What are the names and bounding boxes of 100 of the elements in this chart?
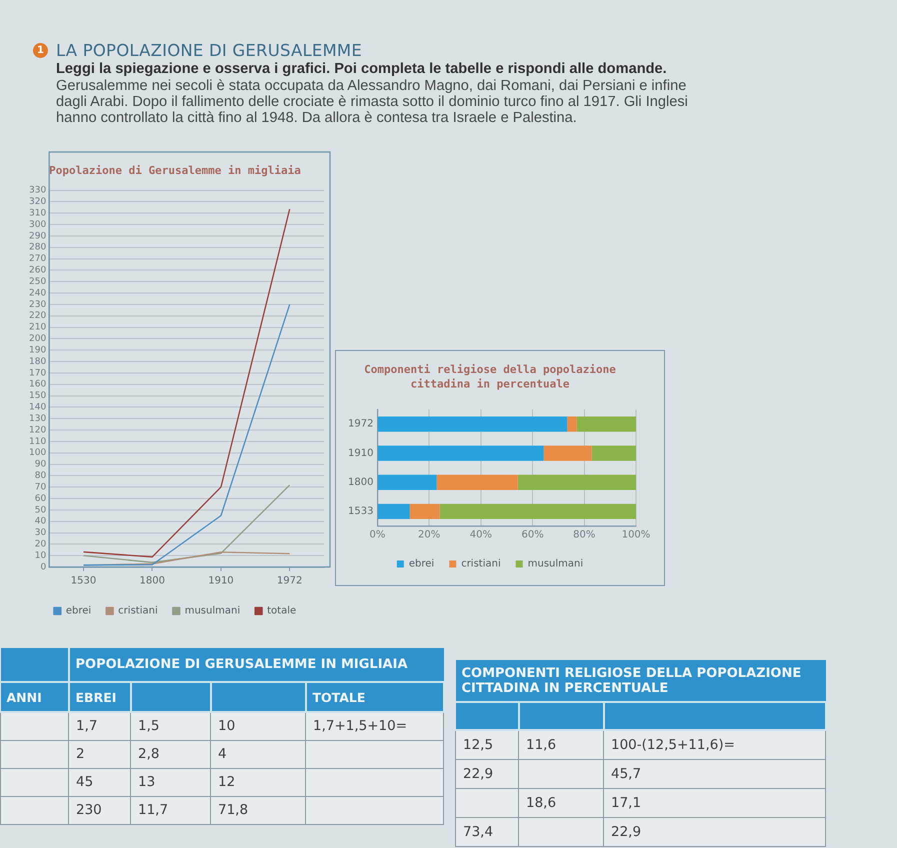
y-tick-label: 1800	[348, 476, 374, 488]
y-tick-label: 70	[34, 482, 46, 492]
text: LA POPOLAZIONE DI GERUSALEMME	[56, 41, 362, 60]
y-tick-label: 1972	[348, 418, 374, 430]
x-tick-label: 0%	[370, 530, 386, 541]
bar	[378, 416, 568, 432]
text: 1,5	[138, 718, 160, 734]
bar	[378, 446, 544, 461]
text: 13	[138, 774, 156, 790]
bar	[440, 504, 636, 520]
y-tick-label: 1533	[348, 506, 374, 518]
y-tick-label: 170	[28, 368, 46, 378]
text: 100-(12,5+11,6)=	[611, 736, 735, 753]
x-tick-label: 1530	[70, 576, 96, 587]
y-tick-label: 120	[28, 425, 46, 436]
x-tick-label: 1910	[208, 576, 234, 587]
text: Leggi la spiegazione e osserva i grafici. Poi completa le tabelle e rispondi alle domande.	[56, 61, 668, 78]
y-tick-label: 320	[28, 197, 46, 208]
y-tick-label: 220	[28, 311, 46, 322]
text: 1,7	[76, 718, 98, 734]
legend-label: ebrei	[408, 558, 434, 570]
bar	[518, 474, 636, 490]
bar	[436, 474, 518, 490]
bar	[567, 416, 577, 432]
x-tick-label: 1972	[276, 576, 302, 587]
bar	[378, 504, 410, 520]
bar	[544, 446, 592, 461]
text: 45,7	[611, 766, 642, 782]
text: 45	[76, 774, 94, 790]
y-tick-label: 190	[28, 345, 46, 356]
y-tick-label: 290	[28, 231, 46, 242]
x-tick-label: 100%	[622, 530, 650, 541]
legend-label: totale	[267, 606, 296, 617]
y-tick-label: 310	[28, 208, 46, 218]
y-tick-label: 230	[28, 300, 46, 310]
text: 22,9	[611, 824, 642, 840]
x-tick-label: 20%	[418, 530, 440, 541]
y-tick-label: 250	[28, 276, 46, 287]
text: 1	[33, 43, 48, 58]
x-tick-label: 60%	[521, 530, 544, 541]
text: 12,5	[463, 736, 494, 753]
text: 11,7	[138, 802, 168, 818]
y-tick-label: 20	[34, 540, 46, 550]
y-tick-label: 140	[28, 402, 46, 413]
y-tick-label: 280	[28, 242, 46, 253]
y-tick-label: 260	[28, 266, 46, 276]
chart-title: Componenti religiose della popolazione cittadina in percentuale	[364, 363, 616, 390]
text: 1,7+1,5+10=	[313, 718, 408, 734]
y-tick-label: 200	[28, 334, 46, 344]
y-tick-label: 90	[34, 460, 46, 470]
y-tick-label: 60	[34, 494, 46, 504]
y-tick-label: 50	[34, 505, 46, 516]
category-label: TOTALE	[306, 682, 444, 712]
text: 12	[218, 774, 236, 790]
y-tick-label: 270	[28, 254, 46, 264]
x-tick-label: 80%	[573, 530, 596, 541]
text: 22,9	[463, 766, 494, 782]
y-tick-label: 40	[34, 516, 46, 527]
text: 10	[218, 718, 236, 734]
text: 17,1	[611, 794, 642, 810]
x-tick-label: 1800	[140, 576, 165, 587]
bar	[410, 504, 440, 520]
category-label: EBREI	[68, 682, 130, 712]
text: 73,4	[463, 824, 494, 840]
y-tick-label: 30	[34, 528, 46, 538]
y-tick-label: 10	[34, 550, 46, 561]
x-tick-label: 40%	[470, 530, 492, 541]
text: 4	[218, 746, 227, 762]
y-tick-label: 150	[28, 391, 46, 402]
text: 2,8	[138, 746, 160, 762]
y-tick-label: 80	[34, 471, 46, 482]
text: COMPONENTI RELIGIOSE DELLA POPOLAZIONE CITTADINA IN PERCENTUALE	[456, 660, 826, 702]
text: 11,6	[526, 736, 556, 753]
text: 18,6	[526, 794, 556, 810]
text: Gerusalemme nei secoli è stata occupata da Alessandro Magno, dai Romani, dai Persiani e infine dagli Arabi. Dopo il fallimento delle crociate è rimasta sotto il dominio turco fino al 1917. Gli Inglesi hanno controllato la città fino al 1948. Da allora è contesa tra Israele e Palestina.	[56, 78, 689, 126]
text: 230	[76, 802, 102, 818]
y-tick-label: 180	[28, 356, 46, 367]
y-tick-label: 210	[28, 322, 46, 333]
y-tick-label: 110	[28, 436, 46, 447]
legend-label: cristiani	[118, 606, 158, 617]
bar	[592, 446, 636, 461]
legend-label: musulmani	[528, 558, 584, 570]
legend-label: musulmani	[184, 606, 240, 617]
bar	[576, 416, 636, 432]
y-tick-label: 130	[28, 414, 46, 424]
text: 2	[76, 746, 85, 762]
category-label: ANNI	[0, 682, 68, 712]
y-tick-label: 1910	[348, 448, 374, 459]
y-tick-label: 240	[28, 288, 46, 298]
chart-title: Popolazione di Gerusalemme in migliaia	[49, 164, 301, 178]
legend-label: ebrei	[66, 606, 92, 617]
y-tick-label: 330	[28, 186, 46, 196]
legend-label: cristiani	[461, 558, 501, 570]
y-tick-label: 160	[28, 380, 46, 390]
y-tick-label: 100	[28, 448, 46, 458]
y-tick-label: 0	[40, 562, 46, 572]
bar	[378, 474, 437, 490]
text: 71,8	[218, 802, 248, 818]
y-tick-label: 300	[28, 220, 46, 230]
text: POPOLAZIONE DI GERUSALEMME IN MIGLIAIA	[68, 648, 444, 682]
